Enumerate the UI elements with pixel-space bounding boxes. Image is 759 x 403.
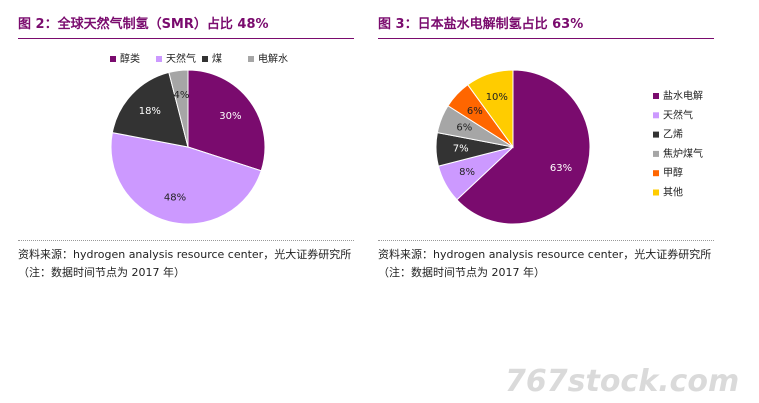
pie-slice <box>187 69 266 172</box>
chart-title: 图 2：全球天然气制氢（SMR）占比 48% <box>18 17 269 32</box>
data-label: 6% <box>456 123 472 134</box>
legend-swatch <box>653 93 659 99</box>
pie-slice <box>456 69 591 225</box>
legend-label: 醇类 <box>120 52 140 65</box>
chart-panel: 图 2：全球天然气制氢（SMR）占比 48% 30% 48% 18% 4% 醇类 天然气 煤… <box>18 0 354 300</box>
chart-panel: 图 3：日本盐水电解制氢占比 63% 63% 8% 7% 6% 6% 10% 盐水电解 天然气… <box>378 0 714 300</box>
legend-swatch <box>653 189 659 196</box>
legend-swatch <box>202 56 208 62</box>
legend-swatch <box>653 131 659 138</box>
chart: 30% 48% 18% 4% 醇类 天然气 煤 电解水 <box>110 52 288 225</box>
legend-label: 电解水 <box>258 52 288 65</box>
legend-label: 煤 <box>212 52 222 65</box>
legend-label: 焦炉煤气 <box>663 147 703 160</box>
data-label: 63% <box>550 163 572 174</box>
legend-swatch <box>110 56 116 62</box>
legend-label: 乙烯 <box>663 128 683 141</box>
data-label: 6% <box>467 106 483 117</box>
pie-slice <box>467 69 514 149</box>
data-label: 18% <box>139 106 161 117</box>
legend-swatch <box>653 170 659 177</box>
legend-swatch <box>653 150 659 157</box>
source-note: 资料来源：hydrogen analysis resource center，光… <box>18 248 352 279</box>
pie-slice <box>168 69 189 148</box>
source-rule <box>18 240 354 241</box>
legend-label: 天然气 <box>663 108 693 121</box>
title-rule <box>18 38 354 39</box>
legend-swatch <box>156 56 162 62</box>
legend-swatch <box>248 56 254 62</box>
title-rule <box>378 38 714 39</box>
legend-swatch <box>653 112 659 119</box>
data-label: 10% <box>486 92 508 103</box>
data-label: 8% <box>459 167 475 178</box>
pie-slice <box>110 131 262 225</box>
data-label: 4% <box>174 90 190 101</box>
source-rule <box>378 240 714 241</box>
legend-label: 盐水电解 <box>663 89 703 102</box>
data-label: 30% <box>219 111 241 122</box>
legend-label: 天然气 <box>166 52 196 65</box>
watermark: 767stock.com <box>505 364 740 399</box>
source-note: 资料来源：hydrogen analysis resource center，光… <box>378 248 712 279</box>
data-label: 48% <box>164 193 186 204</box>
pie-slice <box>111 71 189 148</box>
legend-label: 甲醇 <box>663 166 683 179</box>
data-label: 7% <box>453 144 469 155</box>
legend-label: 其他 <box>663 186 683 199</box>
chart-title: 图 3：日本盐水电解制氢占比 63% <box>378 17 584 32</box>
